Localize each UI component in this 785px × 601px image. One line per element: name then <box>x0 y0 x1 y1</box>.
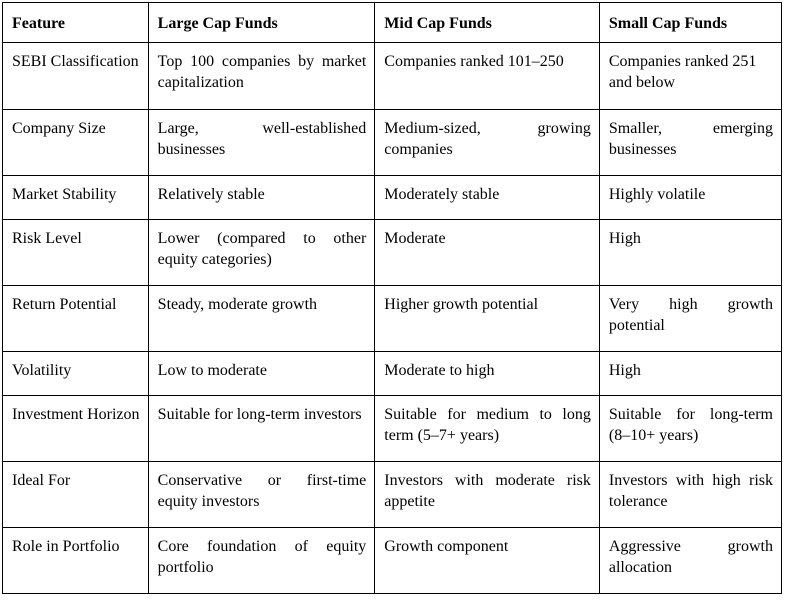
large-cap-cell: Low to moderate <box>147 351 376 396</box>
small-cap-cell: High <box>598 219 783 286</box>
small-cap-cell: Highly volatile <box>598 175 783 220</box>
mid-cap-cell: Medium-sized, growing companies <box>374 109 600 176</box>
small-cap-cell: High <box>598 351 783 396</box>
table-row: Risk Level Lower (compared to other equi… <box>2 219 783 286</box>
large-cap-cell: Relatively stable <box>147 175 376 220</box>
large-cap-cell: Core foundation of equity portfolio <box>147 527 376 594</box>
large-cap-cell: Steady, moderate growth <box>147 285 376 352</box>
mid-cap-cell: Moderate to high <box>374 351 600 396</box>
small-cap-cell: Suitable for long-term (8–10+ years) <box>598 395 783 462</box>
feature-cell: Volatility <box>2 351 149 396</box>
large-cap-cell: Conservative or first-time equity invest… <box>147 461 376 528</box>
feature-cell: Company Size <box>2 109 149 176</box>
feature-cell: Market Stability <box>2 175 149 220</box>
table-row: Market Stability Relatively stable Moder… <box>2 175 783 220</box>
header-mid-cap: Mid Cap Funds <box>374 2 600 43</box>
mid-cap-cell: Moderately stable <box>374 175 600 220</box>
table-row: SEBI Classification Top 100 companies by… <box>2 42 783 110</box>
large-cap-cell: Lower (compared to other equity categori… <box>147 219 376 286</box>
feature-cell: Investment Horizon <box>2 395 149 462</box>
large-cap-cell: Large, well-established businesses <box>147 109 376 176</box>
mid-cap-cell: Companies ranked 101–250 <box>374 42 600 110</box>
table-row: Return Potential Steady, moderate growth… <box>2 285 783 352</box>
feature-cell: Ideal For <box>2 461 149 528</box>
mid-cap-cell: Investors with moderate risk appetite <box>374 461 600 528</box>
mid-cap-cell: Growth component <box>374 527 600 594</box>
small-cap-cell: Smaller, emerging businesses <box>598 109 783 176</box>
feature-cell: SEBI Classification <box>2 42 149 110</box>
mid-cap-cell: Suitable for medium to long term (5–7+ y… <box>374 395 600 462</box>
header-large-cap: Large Cap Funds <box>147 2 376 43</box>
table-row: Ideal For Conservative or first-time equ… <box>2 461 783 528</box>
feature-cell: Risk Level <box>2 219 149 286</box>
mid-cap-cell: Higher growth potential <box>374 285 600 352</box>
table-row: Role in Portfolio Core foundation of equ… <box>2 527 783 594</box>
large-cap-cell: Top 100 companies by market capitalizati… <box>147 42 376 110</box>
mid-cap-cell: Moderate <box>374 219 600 286</box>
small-cap-cell: Companies ranked 251 and below <box>598 42 783 110</box>
small-cap-cell: Very high growth potential <box>598 285 783 352</box>
header-small-cap: Small Cap Funds <box>598 2 783 43</box>
header-feature: Feature <box>2 2 149 43</box>
feature-cell: Return Potential <box>2 285 149 352</box>
table-row: Investment Horizon Suitable for long-ter… <box>2 395 783 462</box>
large-cap-cell: Suitable for long-term investors <box>147 395 376 462</box>
header-row: Feature Large Cap Funds Mid Cap Funds Sm… <box>2 2 783 43</box>
small-cap-cell: Aggressive growth allocation <box>598 527 783 594</box>
table-row: Company Size Large, well-established bus… <box>2 109 783 176</box>
table-row: Volatility Low to moderate Moderate to h… <box>2 351 783 396</box>
feature-cell: Role in Portfolio <box>2 527 149 594</box>
small-cap-cell: Investors with high risk tolerance <box>598 461 783 528</box>
